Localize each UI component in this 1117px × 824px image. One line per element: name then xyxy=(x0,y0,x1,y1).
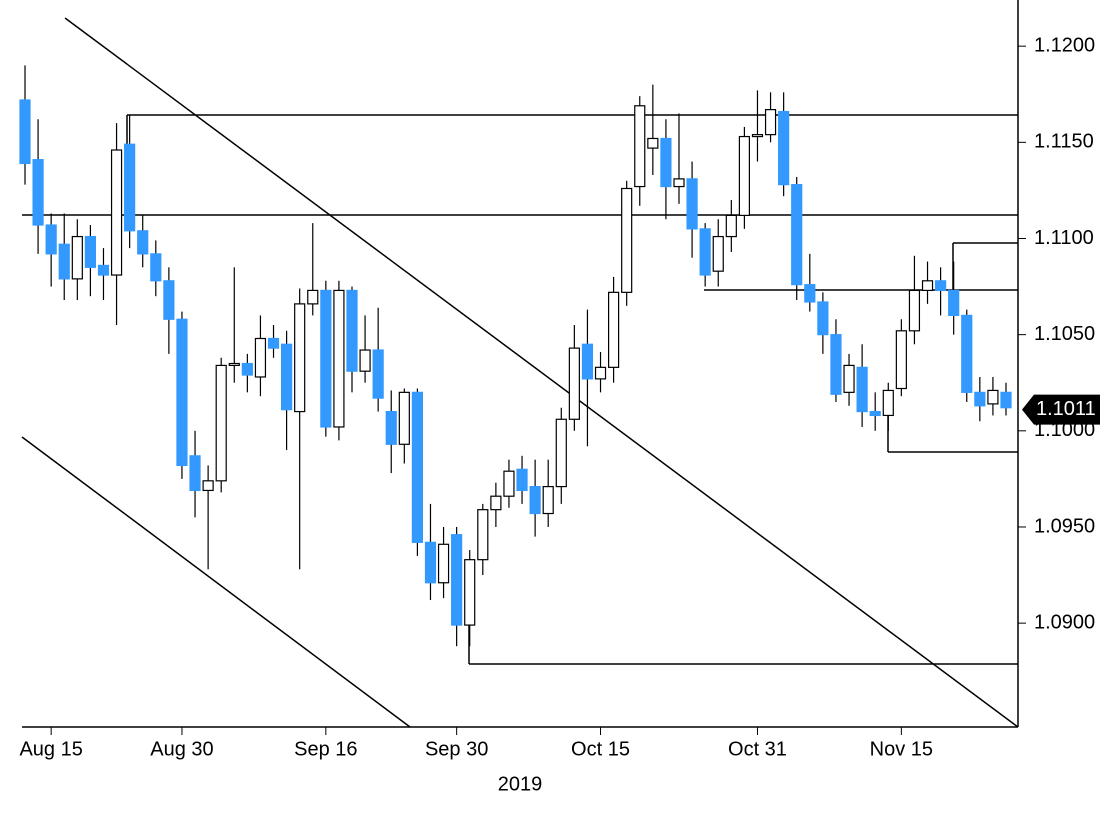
x-tick-label: Oct 31 xyxy=(728,738,787,760)
candle-body xyxy=(137,230,149,255)
x-axis-label: 2019 xyxy=(498,773,543,795)
candle-body xyxy=(581,343,594,380)
candle-body xyxy=(176,318,188,467)
candle-body xyxy=(830,334,842,395)
candle-body xyxy=(529,485,541,515)
candle-body xyxy=(869,410,881,417)
candle-body xyxy=(307,289,319,305)
candle-body xyxy=(372,349,384,399)
candle-body xyxy=(961,314,973,393)
candle-body xyxy=(804,284,816,303)
candle-body xyxy=(778,110,790,186)
candle-body xyxy=(1000,391,1012,409)
y-tick-label: 1.1150 xyxy=(1034,131,1094,153)
candle-body xyxy=(725,214,737,238)
candle-body xyxy=(516,468,528,492)
candle-body xyxy=(398,391,410,445)
candle-body xyxy=(490,495,502,511)
candle-body xyxy=(542,485,554,515)
last-price-tag xyxy=(1022,394,1100,425)
candle-body xyxy=(882,389,894,417)
candle-body xyxy=(267,337,280,349)
x-tick-label: Sep 30 xyxy=(425,738,488,760)
candle-body xyxy=(660,137,672,188)
candle-body xyxy=(686,178,698,230)
candle-body xyxy=(281,343,293,411)
candle-body xyxy=(791,184,803,286)
trend-line xyxy=(21,436,411,728)
candle-body xyxy=(451,534,463,626)
candle-body xyxy=(503,470,515,497)
candle-body xyxy=(934,280,947,292)
candle-body xyxy=(817,301,829,336)
candle-body xyxy=(359,349,371,372)
candle-body xyxy=(58,243,70,280)
candle-body xyxy=(647,137,659,149)
y-tick-label: 1.0900 xyxy=(1034,611,1095,633)
x-tick-label: Oct 15 xyxy=(571,738,630,760)
candle-body xyxy=(294,303,306,413)
candle-body xyxy=(124,143,136,232)
candle-body xyxy=(346,289,358,372)
candle-body xyxy=(751,134,764,138)
y-tick-label: 1.0950 xyxy=(1034,515,1095,537)
candle-body xyxy=(110,149,123,276)
candle-body xyxy=(594,366,607,380)
candle-body xyxy=(189,455,201,492)
candle-body xyxy=(987,389,999,405)
candle-body xyxy=(974,391,986,407)
candle-body xyxy=(45,224,57,255)
x-tick-label: Sep 16 xyxy=(294,738,357,760)
candle-body xyxy=(228,362,240,367)
candle-body xyxy=(437,543,450,584)
candle-body xyxy=(856,366,868,413)
candle-body xyxy=(895,330,907,390)
candle-body xyxy=(333,289,345,428)
candle-body xyxy=(202,480,214,492)
x-tick-label: Aug 30 xyxy=(150,738,213,760)
candle-body xyxy=(411,391,423,543)
candle-body xyxy=(97,264,110,276)
y-tick-label: 1.1050 xyxy=(1034,323,1095,345)
last-price-label: 1.1011 xyxy=(1036,398,1096,420)
candle-body xyxy=(555,418,567,488)
candle-body xyxy=(607,291,620,368)
y-tick-label: 1.1200 xyxy=(1034,34,1095,56)
candle-body xyxy=(843,364,855,393)
candle-body xyxy=(19,99,31,165)
trend-line xyxy=(64,17,1019,728)
candle-body xyxy=(464,559,476,626)
candle-body xyxy=(32,159,44,226)
candle-body xyxy=(71,235,83,280)
candle-body xyxy=(673,178,685,188)
candle-body xyxy=(385,410,397,445)
candle-body xyxy=(163,280,175,320)
candle-body xyxy=(621,187,633,293)
candle-body xyxy=(738,135,751,217)
candle-body xyxy=(215,364,227,482)
candle-body xyxy=(921,280,934,292)
x-tick-label: Aug 15 xyxy=(19,738,82,760)
candle-body xyxy=(150,253,162,282)
candle-body xyxy=(241,362,253,376)
candle-body xyxy=(712,235,724,272)
candle-body xyxy=(477,509,489,561)
y-tick-label: 1.1100 xyxy=(1034,227,1094,249)
candle-body xyxy=(568,347,580,420)
candle-body xyxy=(84,235,97,268)
candle-body xyxy=(948,289,960,317)
candle-body xyxy=(699,228,711,276)
candle-body xyxy=(634,105,646,188)
candle-body xyxy=(254,337,267,378)
drawn-lines xyxy=(21,0,1019,728)
candle-body xyxy=(908,289,921,332)
candle-body xyxy=(424,541,437,584)
candle-body xyxy=(764,109,777,136)
candle-body xyxy=(320,289,332,428)
x-tick-label: Nov 15 xyxy=(870,738,933,760)
